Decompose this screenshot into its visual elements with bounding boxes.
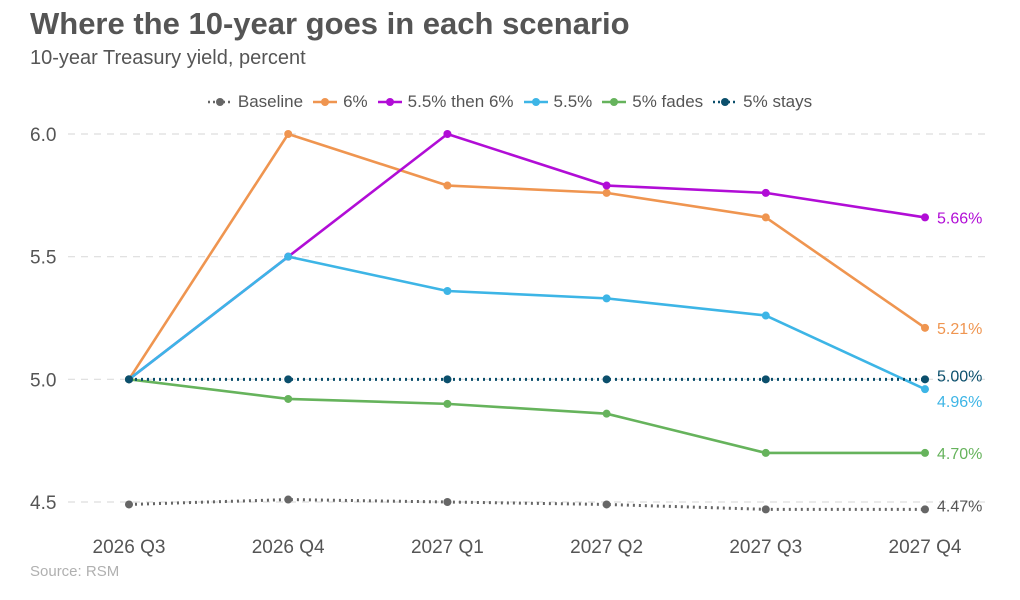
series-line [128, 255, 926, 391]
y-tick-label: 4.5 [30, 493, 56, 514]
legend-item: 5.5% [523, 92, 593, 112]
data-point [284, 394, 293, 403]
data-point [443, 399, 452, 408]
data-point [921, 448, 929, 457]
end-label: 5.66% [937, 210, 982, 227]
legend-label: 5% fades [632, 92, 704, 111]
data-point [921, 323, 929, 332]
data-point [921, 375, 929, 384]
legend-swatch [313, 98, 338, 106]
legend-label: 5% stays [743, 92, 813, 111]
x-tick-label: 2027 Q2 [570, 537, 643, 558]
end-label: 5.21% [937, 321, 982, 338]
legend-swatch [713, 98, 738, 106]
data-point [921, 213, 929, 222]
data-point [921, 385, 929, 394]
end-label: 4.96% [937, 394, 982, 411]
x-tick-label: 2027 Q1 [411, 537, 484, 558]
legend-item: 5% fades [602, 92, 703, 112]
data-point [284, 252, 293, 261]
series-line [127, 132, 926, 381]
legend-swatch [207, 98, 232, 106]
data-point [602, 375, 611, 384]
y-tick-label: 5.5 [30, 248, 56, 269]
legend-item: Baseline [207, 92, 304, 112]
data-point [443, 375, 452, 384]
end-label: 4.47% [937, 498, 982, 515]
data-point [602, 188, 611, 197]
end-label: 5.00% [937, 368, 982, 385]
data-point [284, 130, 293, 138]
data-point [125, 375, 133, 384]
data-point [602, 294, 611, 303]
legend-item: 5.5% then 6% [377, 92, 514, 112]
series-line [128, 378, 925, 455]
end-label: 4.70% [937, 446, 982, 463]
x-tick-label: 2026 Q3 [93, 537, 166, 558]
data-point [602, 181, 611, 190]
data-point [921, 505, 929, 514]
legend-swatch [377, 98, 402, 106]
legend-swatch [602, 98, 627, 106]
data-point [761, 311, 770, 320]
data-point [761, 505, 770, 514]
data-point [602, 500, 611, 509]
legend-item: 6% [313, 92, 368, 112]
legend-label: 5.5% [553, 92, 593, 111]
data-point [125, 500, 133, 509]
chart-subtitle: 10-year Treasury yield, percent [30, 47, 306, 69]
legend-item: 5% stays [713, 92, 812, 112]
chart-title: Where the 10-year goes in each scenario [30, 6, 630, 41]
data-point [761, 375, 770, 384]
data-point [284, 375, 293, 384]
data-point [443, 287, 452, 296]
legend-label: 5.5% then 6% [407, 92, 514, 111]
data-point [761, 188, 770, 197]
y-tick-label: 6.0 [30, 125, 56, 146]
legend-label: 6% [343, 92, 368, 111]
x-tick-label: 2027 Q3 [729, 537, 802, 558]
data-point [443, 130, 452, 138]
series-line [128, 498, 925, 511]
data-point [761, 448, 770, 457]
legend-swatch [523, 98, 548, 106]
y-tick-label: 5.0 [30, 370, 56, 391]
source-note: Source: RSM [30, 563, 120, 580]
data-point [284, 495, 293, 504]
x-tick-label: 2026 Q4 [252, 537, 325, 558]
legend: Baseline 6% 5.5% then 6% 5.5% 5% fades 5% sta… [0, 92, 1020, 112]
data-point [761, 213, 770, 222]
data-point [443, 498, 452, 506]
data-point [602, 409, 611, 418]
legend-label: Baseline [237, 92, 304, 111]
x-tick-label: 2027 Q4 [889, 537, 962, 558]
data-point [443, 181, 452, 190]
